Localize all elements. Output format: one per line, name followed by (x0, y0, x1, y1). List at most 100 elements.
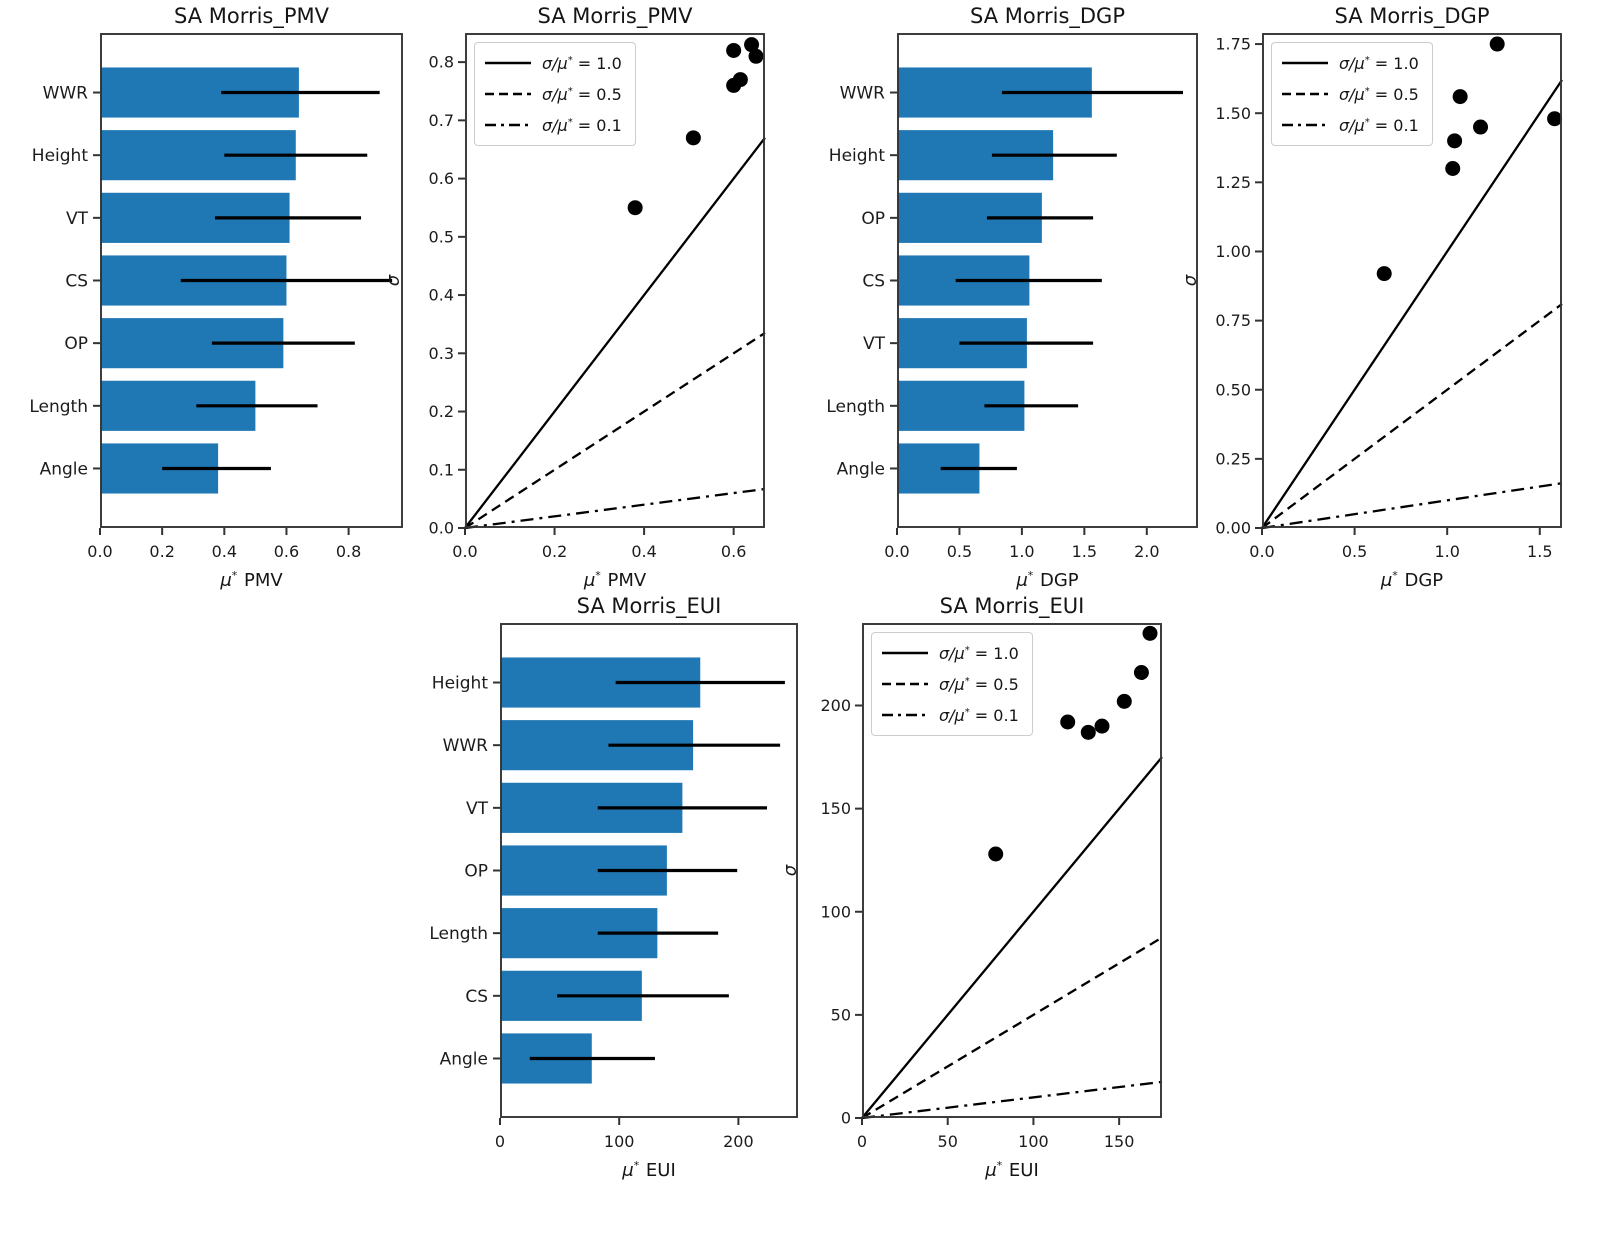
category-label: VT (466, 799, 489, 819)
y-tick-label: 1.25 (1215, 173, 1251, 192)
legend-line-sample (882, 651, 928, 655)
y-tick-label: 0.0 (429, 519, 454, 538)
subplot-pmv-bar: SA Morris_PMV WWR Height VT CS OP Length Angle… (29, 4, 403, 591)
scatter-point (1133, 665, 1149, 680)
scatter-point (1452, 89, 1468, 105)
legend-item-label: σ/μ* = 1.0 (939, 643, 1019, 663)
chart-title: SA Morris_PMV (537, 4, 693, 28)
legend-item-label: σ/μ* = 0.1 (939, 705, 1019, 725)
scatter-point (1080, 724, 1096, 740)
legend-item: σ/μ* = 1.0 (1282, 51, 1419, 75)
spine-box (500, 623, 798, 1118)
category-label: Length (29, 397, 88, 417)
legend-item-label: σ/μ* = 0.1 (542, 115, 622, 135)
y-tick-label: 0.50 (1215, 380, 1251, 399)
scatter-point (748, 48, 764, 64)
category-label: CS (65, 271, 88, 291)
ref-line (861, 936, 1163, 1119)
legend-line-sample (1282, 123, 1328, 127)
scatter-point (744, 37, 760, 53)
y-axis-label: σ (383, 274, 404, 286)
spine-box (100, 33, 403, 528)
category-label: Height (432, 673, 489, 693)
spine-box (897, 33, 1198, 528)
legend-item: σ/μ* = 1.0 (882, 641, 1019, 665)
legend-line-sample (1282, 61, 1328, 65)
x-tick-label: 1.5 (1527, 542, 1552, 561)
subplot-eui-scatter: SA Morris_EUI 0 50 100 150 200 σ 0 50 100 150 σ/μ… (780, 594, 1163, 1181)
scatter-point (1142, 625, 1158, 641)
y-tick-label: 0.25 (1215, 449, 1251, 468)
x-axis-label: μ* DGP (1016, 569, 1079, 591)
x-axis-label: μ* PMV (220, 569, 283, 591)
legend-line-sample (1282, 92, 1328, 96)
chart-title: SA Morris_EUI (939, 594, 1085, 618)
legend-item: σ/μ* = 1.0 (485, 51, 622, 75)
axes-canvas: WWR Height OP CS VT Length Angle 0.0 0.5 1.0 1.5 2.… (826, 33, 1198, 561)
y-tick-label: 0.00 (1215, 519, 1251, 538)
scatter-point (1445, 161, 1461, 177)
legend-item: σ/μ* = 0.1 (1282, 113, 1419, 137)
ref-line (464, 487, 766, 530)
x-axis-label: μ* PMV (583, 569, 647, 591)
category-label: VT (863, 334, 886, 354)
y-tick-label: 0.2 (429, 402, 454, 421)
legend-item-label: σ/μ* = 0.1 (1339, 115, 1419, 135)
y-tick-label: 0.75 (1215, 311, 1251, 330)
axes-canvas: Height WWR VT OP Length CS Angle 0 100 200 (429, 623, 798, 1151)
scatter-point (726, 77, 742, 93)
x-tick-label: 0.4 (631, 542, 656, 561)
x-tick-label: 0.5 (1342, 542, 1367, 561)
scatter-point (1473, 119, 1489, 135)
ref-line (861, 1080, 1163, 1120)
subplot-pmv-scatter: SA Morris_PMV 0.0 0.1 0.2 0.3 0.4 0.5 0.6 0.7 0.… (383, 4, 766, 591)
chart-title: SA Morris_EUI (576, 594, 722, 618)
category-label: Height (829, 146, 886, 166)
category-label: WWR (443, 736, 489, 756)
legend-item: σ/μ* = 0.5 (882, 672, 1019, 696)
scatter-point (1376, 266, 1392, 282)
legend: σ/μ* = 1.0 σ/μ* = 0.5 σ/μ* = 0.1 (1271, 42, 1433, 146)
x-tick-label: 1.0 (1009, 542, 1034, 561)
y-tick-label: 150 (820, 799, 851, 818)
category-label: WWR (840, 83, 886, 103)
ref-line (861, 756, 1163, 1119)
chart-title: SA Morris_DGP (1334, 4, 1490, 28)
x-axis-label: μ* EUI (985, 1159, 1039, 1181)
y-tick-label: 0.3 (429, 344, 454, 363)
category-label: Length (826, 397, 885, 417)
x-tick-label: 100 (604, 1132, 635, 1151)
scatter-point (685, 130, 701, 146)
scatter-point (1547, 111, 1563, 127)
axes-canvas: WWR Height VT CS OP Length Angle 0.0 0.2 0.4 0.6 0.… (29, 33, 403, 561)
legend-line-sample (485, 123, 531, 127)
subplot-dgp-scatter: SA Morris_DGP 0.00 0.25 0.50 0.75 1.00 1.25 1.… (1180, 4, 1563, 591)
scatter-point (1094, 718, 1110, 734)
x-tick-label: 0 (495, 1132, 505, 1151)
x-axis-label: μ* DGP (1380, 569, 1444, 591)
y-tick-label: 100 (820, 902, 851, 921)
x-tick-label: 0.8 (336, 542, 361, 561)
x-tick-label: 2.0 (1134, 542, 1159, 561)
y-tick-label: 0.4 (429, 286, 454, 305)
category-label: VT (66, 209, 89, 229)
legend-item: σ/μ* = 0.5 (485, 82, 622, 106)
axes-canvas: 0 50 100 150 200 σ 0 50 100 150 (780, 623, 1163, 1151)
legend-line-sample (485, 92, 531, 96)
category-label: Length (429, 924, 488, 944)
scatter-point (988, 846, 1004, 862)
x-tick-label: 0.5 (947, 542, 972, 561)
scatter-point (1116, 693, 1132, 709)
spine-box (1262, 33, 1562, 528)
chart-title: SA Morris_DGP (969, 4, 1125, 28)
x-tick-label: 0.6 (274, 542, 299, 561)
legend-line-sample (882, 713, 928, 717)
legend-item-label: σ/μ* = 1.0 (542, 53, 622, 73)
y-tick-label: 0.6 (429, 169, 454, 188)
category-label: WWR (43, 83, 89, 103)
legend-item-label: σ/μ* = 0.5 (1339, 84, 1419, 104)
category-label: Angle (440, 1049, 488, 1069)
spine-box (862, 623, 1162, 1118)
x-tick-label: 150 (1104, 1132, 1135, 1151)
